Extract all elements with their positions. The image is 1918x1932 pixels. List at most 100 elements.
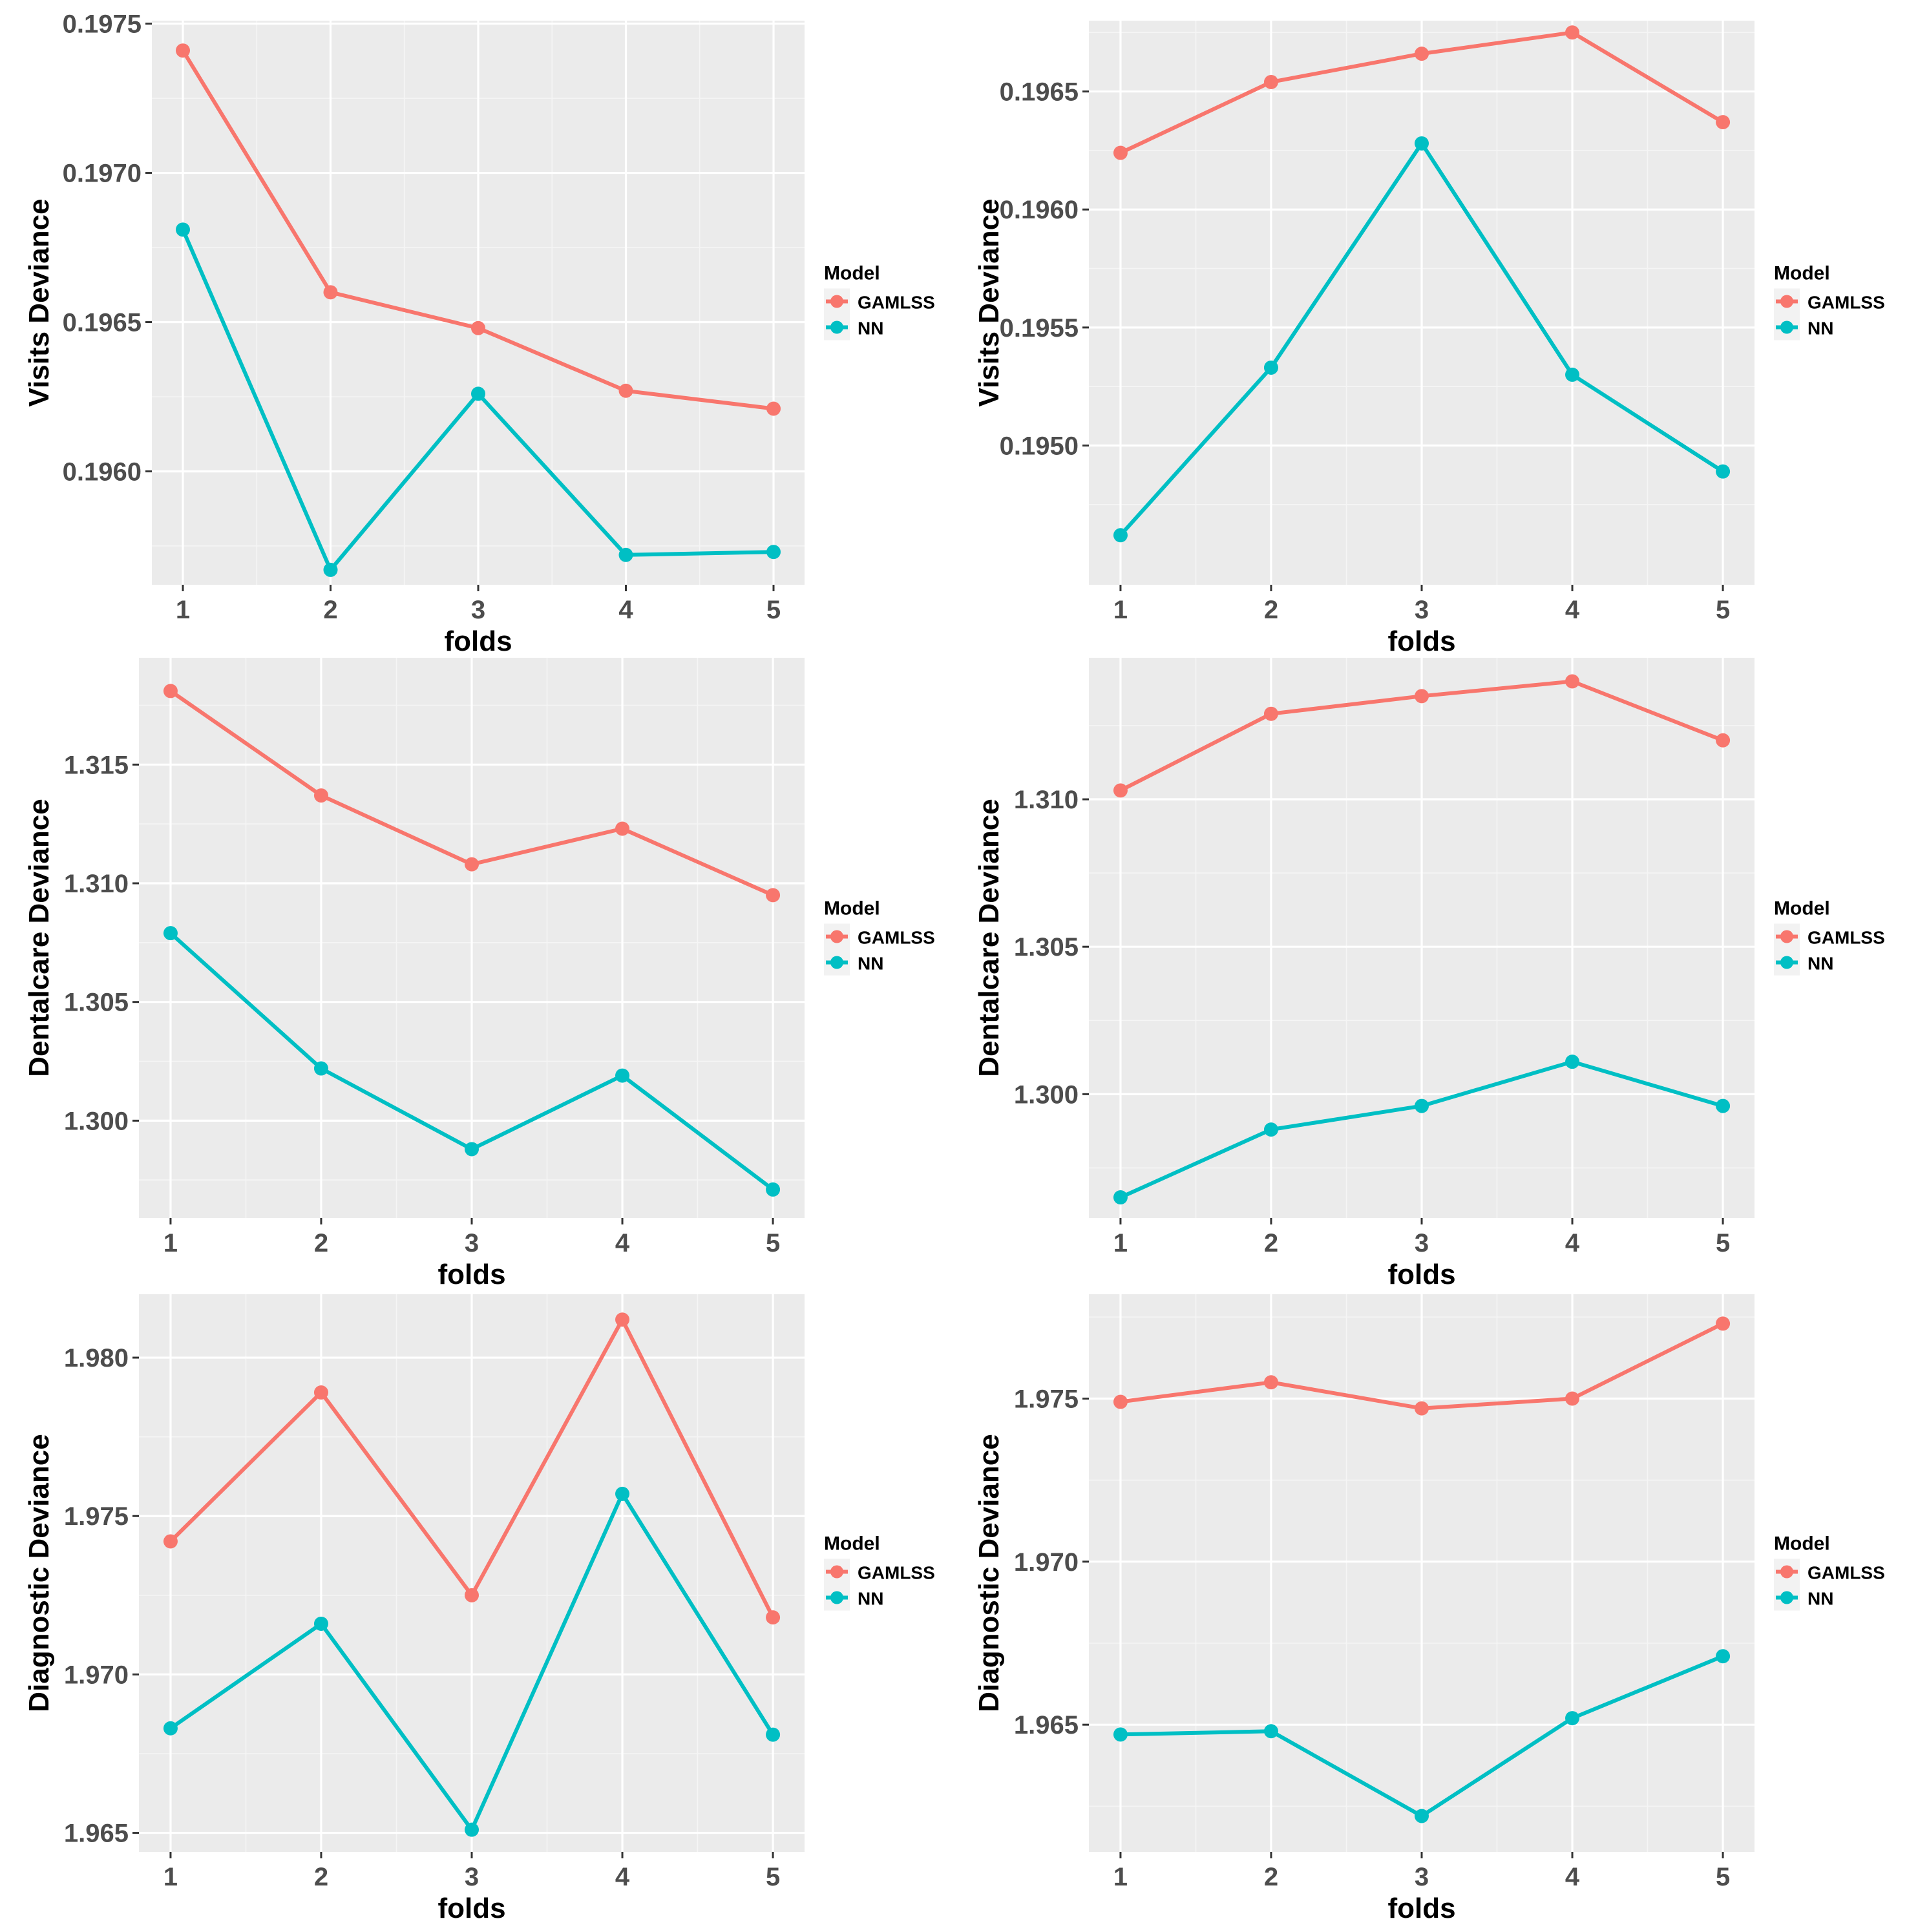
data-point-nn: [615, 1486, 630, 1501]
x-tick-label: 2: [1264, 596, 1278, 624]
legend-label-nn: NN: [1807, 1589, 1833, 1609]
x-tick-label: 5: [1716, 596, 1730, 624]
y-tick-label: 1.305: [64, 989, 129, 1017]
y-tick-label: 1.310: [64, 870, 129, 898]
legend-label-nn: NN: [858, 1589, 883, 1609]
data-point-gamlss: [1716, 733, 1731, 748]
legend: Model GAMLSS NN: [824, 263, 935, 341]
data-point-nn: [313, 1061, 328, 1076]
legend-key-point: [830, 1565, 843, 1579]
y-tick-label: 0.1960: [1000, 196, 1079, 224]
data-point-gamlss: [323, 285, 338, 300]
data-point-gamlss: [1415, 47, 1429, 61]
y-tick-label: 1.965: [64, 1820, 129, 1848]
data-point-gamlss: [1415, 1401, 1429, 1416]
legend-label-nn: NN: [1807, 954, 1833, 974]
x-tick-label: 5: [766, 596, 781, 624]
legend-key-point: [830, 930, 843, 943]
data-point-nn: [1113, 1190, 1128, 1205]
data-point-nn: [163, 926, 178, 941]
legend: Model GAMLSS NN: [1774, 1533, 1885, 1611]
x-tick-label: 3: [465, 1863, 479, 1891]
legend-key-point: [1780, 1591, 1793, 1604]
data-point-nn: [465, 1822, 479, 1837]
data-point-gamlss: [313, 788, 328, 803]
legend: Model GAMLSS NN: [1774, 263, 1885, 341]
y-axis-title: Diagnostic Deviance: [973, 1434, 1005, 1712]
y-axis-title: Diagnostic Deviance: [23, 1434, 55, 1712]
x-tick-label: 5: [766, 1229, 780, 1257]
data-point-nn: [1415, 136, 1429, 151]
data-point-gamlss: [766, 401, 781, 416]
data-point-nn: [1415, 1098, 1429, 1113]
x-tick-label: 3: [1415, 596, 1429, 624]
x-tick-label: 1: [1113, 1229, 1128, 1257]
data-point-gamlss: [1263, 74, 1278, 89]
data-point-gamlss: [313, 1385, 328, 1400]
data-point-nn: [1565, 367, 1580, 382]
data-point-gamlss: [1565, 25, 1580, 40]
data-point-nn: [766, 1182, 781, 1197]
legend-label-gamlss: GAMLSS: [1807, 293, 1885, 313]
legend-label-nn: NN: [1807, 319, 1833, 339]
x-tick-label: 2: [1264, 1863, 1278, 1891]
y-tick-label: 1.300: [1014, 1080, 1079, 1109]
data-point-nn: [1263, 1122, 1278, 1137]
legend-key-point: [1780, 930, 1793, 943]
data-point-gamlss: [471, 320, 485, 335]
x-tick-label: 2: [314, 1229, 328, 1257]
data-point-nn: [618, 547, 633, 562]
data-point-gamlss: [615, 821, 630, 836]
legend: Model GAMLSS NN: [1774, 898, 1885, 976]
x-tick-label: 4: [1565, 596, 1580, 624]
data-point-gamlss: [1716, 1316, 1731, 1331]
data-point-gamlss: [766, 888, 781, 903]
legend-title: Model: [824, 263, 880, 284]
data-point-gamlss: [1415, 689, 1429, 704]
legend-key-point: [1780, 295, 1793, 308]
y-tick-label: 1.315: [64, 751, 129, 779]
data-point-nn: [1415, 1809, 1429, 1823]
data-point-gamlss: [1716, 115, 1731, 130]
y-tick-label: 0.1965: [63, 309, 142, 337]
x-axis-title: folds: [437, 1259, 505, 1290]
data-point-nn: [163, 1721, 178, 1736]
legend-key-point: [830, 320, 843, 334]
data-point-gamlss: [618, 383, 633, 398]
x-tick-label: 3: [1415, 1229, 1429, 1257]
data-point-gamlss: [465, 857, 479, 872]
y-tick-label: 0.1960: [63, 457, 142, 486]
legend-title: Model: [1774, 1533, 1830, 1555]
legend-title: Model: [824, 1533, 880, 1555]
data-point-gamlss: [1263, 706, 1278, 721]
y-tick-label: 1.975: [1014, 1385, 1079, 1413]
data-point-gamlss: [175, 43, 190, 58]
y-tick-label: 1.310: [1014, 786, 1079, 814]
chart-panel-3: 1.300 1.305 1.310 1.315 1 2 3 4 5 folds Dentalcare…: [23, 658, 805, 1290]
data-point-gamlss: [1113, 783, 1128, 798]
y-tick-label: 1.975: [64, 1502, 129, 1531]
legend-title: Model: [1774, 263, 1830, 284]
data-point-gamlss: [766, 1610, 781, 1625]
chart-panel-5: 1.965 1.970 1.975 1.980 1 2 3 4 5 folds Diagnostic…: [23, 1294, 805, 1924]
x-tick-label: 3: [1415, 1863, 1429, 1891]
x-axis-title: folds: [1387, 1893, 1455, 1924]
legend-label-gamlss: GAMLSS: [858, 928, 935, 948]
y-tick-label: 1.300: [64, 1107, 129, 1135]
chart-panel-4: 1.300 1.305 1.310 1 2 3 4 5 folds Dentalcare Devi…: [973, 658, 1755, 1290]
data-point-gamlss: [1263, 1375, 1278, 1390]
legend: Model GAMLSS NN: [824, 898, 935, 976]
y-tick-label: 1.980: [64, 1344, 129, 1372]
legend-title: Model: [824, 898, 880, 919]
legend-key-point: [1780, 1565, 1793, 1579]
data-point-nn: [1565, 1711, 1580, 1726]
y-axis-title: Visits Deviance: [23, 198, 55, 406]
legend-label-gamlss: GAMLSS: [858, 293, 935, 313]
data-point-nn: [1716, 1649, 1731, 1664]
data-point-nn: [766, 545, 781, 560]
y-axis-title: Visits Deviance: [973, 198, 1005, 406]
data-point-nn: [1113, 528, 1128, 543]
data-point-gamlss: [615, 1312, 630, 1327]
y-axis-title: Dentalcare Deviance: [973, 799, 1005, 1076]
chart-panel-2: 0.1950 0.1955 0.1960 0.1965 1 2 3 4 5 folds Visits…: [973, 21, 1755, 657]
